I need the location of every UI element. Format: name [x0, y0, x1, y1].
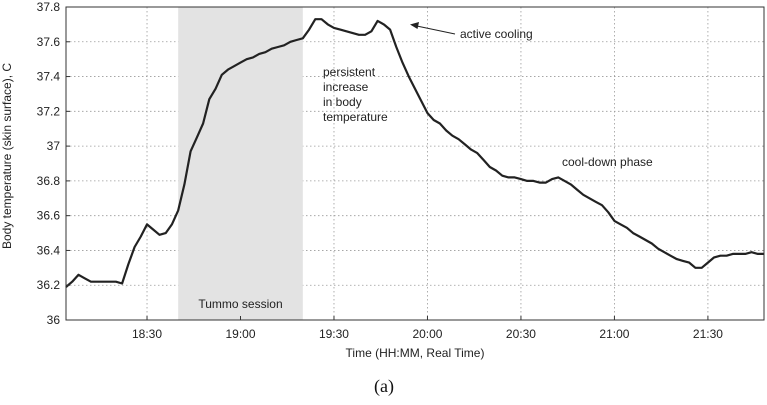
annotation-active-cooling: active cooling [460, 27, 533, 41]
x-axis-label: Time (HH:MM, Real Time) [346, 346, 485, 360]
y-tick-label: 36.6 [37, 209, 61, 223]
grid [66, 7, 764, 320]
tummo-session-label: Tummo session [198, 297, 282, 311]
annotation-cool-down-phase: cool-down phase [562, 155, 653, 169]
y-tick-label: 37.8 [37, 0, 61, 14]
annotation-arrow-line [411, 24, 456, 35]
annotation-persistent-increase-line: persistent [323, 65, 376, 79]
y-tick-label: 37 [47, 139, 61, 153]
plot-frame [65, 6, 765, 321]
series-layer [65, 18, 764, 288]
x-tick-label: 20:00 [412, 327, 442, 341]
x-tick-label: 20:30 [506, 327, 536, 341]
x-tick-label: 21:00 [599, 327, 629, 341]
shaded-region: Tummo session [178, 7, 303, 320]
annotation-persistent-increase-line: in body [323, 95, 362, 109]
y-tick-label: 37.6 [37, 35, 61, 49]
y-tick-label: 36.2 [37, 278, 61, 292]
plot-border [65, 6, 765, 321]
y-tick-label: 36.8 [37, 174, 61, 188]
x-tick-label: 21:30 [693, 327, 723, 341]
annotation-persistent-increase-line: increase [323, 80, 369, 94]
annotation-persistent-increase-line: temperature [323, 110, 388, 124]
y-tick-label: 37.2 [37, 104, 61, 118]
y-tick-label: 36 [47, 313, 61, 327]
temperature-series-line [65, 18, 764, 288]
figure-caption: (a) [374, 376, 394, 397]
tick-labels: 18:30 19:00 19:30 20:00 20:30 21:00 21:30 36 36.… [37, 0, 724, 341]
y-tick-label: 37.4 [37, 70, 61, 84]
x-tick-label: 19:30 [319, 327, 349, 341]
y-tick-label: 36.4 [37, 243, 61, 257]
x-tick-label: 19:00 [225, 327, 255, 341]
tummo-session-region [178, 7, 303, 320]
x-tick-label: 18:30 [132, 327, 162, 341]
annotation-arrow-head [410, 22, 419, 29]
y-axis-label: Body temperature (skin surface), C [0, 63, 14, 249]
